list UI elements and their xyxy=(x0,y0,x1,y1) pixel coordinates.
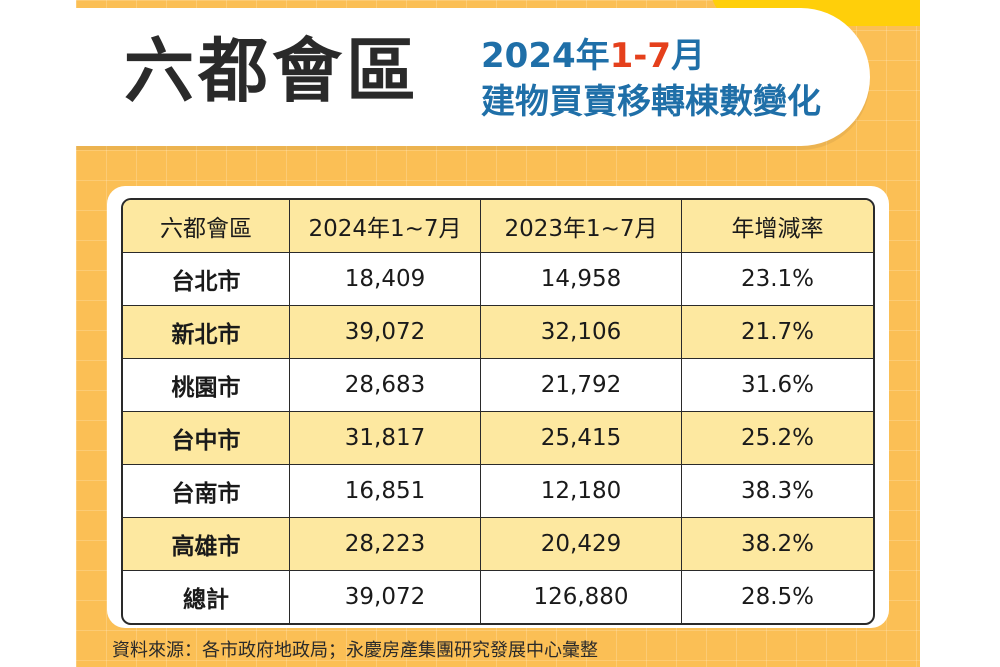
column-header: 六都會區 xyxy=(123,200,290,253)
value-cell: 25,415 xyxy=(481,412,682,465)
data-table: 六都會區 2024年1~7月 2023年1~7月 年增減率 台北市 18,409 1… xyxy=(121,198,875,625)
table-panel: 六都會區 2024年1~7月 2023年1~7月 年增減率 台北市 18,409 1… xyxy=(107,186,889,628)
value-cell: 32,106 xyxy=(481,306,682,359)
value-cell: 23.1% xyxy=(682,253,873,306)
value-cell: 16,851 xyxy=(290,465,481,518)
value-cell: 126,880 xyxy=(481,571,682,623)
table-row: 新北市 39,072 32,106 21.7% xyxy=(123,306,873,359)
value-cell: 20,429 xyxy=(481,518,682,571)
value-cell: 12,180 xyxy=(481,465,682,518)
city-cell: 桃園市 xyxy=(123,359,290,412)
subtitle-period: 2024年1-7月 xyxy=(481,36,706,76)
value-cell: 38.2% xyxy=(682,518,873,571)
subtitle-month-unit: 月 xyxy=(671,36,706,76)
value-cell: 21,792 xyxy=(481,359,682,412)
table-body: 台北市 18,409 14,958 23.1% 新北市 39,072 32,106 21.7%… xyxy=(123,253,873,623)
city-cell: 高雄市 xyxy=(123,518,290,571)
table-row: 桃園市 28,683 21,792 31.6% xyxy=(123,359,873,412)
value-cell: 25.2% xyxy=(682,412,873,465)
infographic-card: 六都會區 2024年1-7月 建物買賣移轉棟數變化 六都會區 2024年1~7月… xyxy=(76,0,920,667)
value-cell: 21.7% xyxy=(682,306,873,359)
table-row: 高雄市 28,223 20,429 38.2% xyxy=(123,518,873,571)
city-cell: 台中市 xyxy=(123,412,290,465)
city-cell: 台南市 xyxy=(123,465,290,518)
value-cell: 28,683 xyxy=(290,359,481,412)
title-banner: 六都會區 2024年1-7月 建物買賣移轉棟數變化 xyxy=(76,8,870,146)
value-cell: 39,072 xyxy=(290,571,481,623)
table-row: 台北市 18,409 14,958 23.1% xyxy=(123,253,873,306)
source-note: 資料來源：各市政府地政局；永慶房產集團研究發展中心彙整 xyxy=(112,640,598,661)
subtitle-year: 2024年 xyxy=(481,36,610,76)
table-row: 台南市 16,851 12,180 38.3% xyxy=(123,465,873,518)
column-header: 年增減率 xyxy=(682,200,873,253)
city-cell: 新北市 xyxy=(123,306,290,359)
subtitle-months: 1-7 xyxy=(609,36,672,76)
table-row: 台中市 31,817 25,415 25.2% xyxy=(123,412,873,465)
city-cell: 總計 xyxy=(123,571,290,623)
column-header: 2023年1~7月 xyxy=(481,200,682,253)
value-cell: 39,072 xyxy=(290,306,481,359)
value-cell: 18,409 xyxy=(290,253,481,306)
value-cell: 28.5% xyxy=(740,584,815,610)
city-cell: 台北市 xyxy=(123,253,290,306)
column-header: 2024年1~7月 xyxy=(290,200,481,253)
table-header-row: 六都會區 2024年1~7月 2023年1~7月 年增減率 xyxy=(123,200,873,253)
value-cell: 38.3% xyxy=(682,465,873,518)
value-cell: 31.6% xyxy=(682,359,873,412)
main-title: 六都會區 xyxy=(124,30,420,112)
value-cell: 14,958 xyxy=(481,253,682,306)
table-row: 總計 39,072 126,880 28.5% xyxy=(123,571,873,623)
value-cell: 31,817 xyxy=(290,412,481,465)
value-cell: 28,223 xyxy=(290,518,481,571)
subtitle-topic: 建物買賣移轉棟數變化 xyxy=(481,82,821,122)
